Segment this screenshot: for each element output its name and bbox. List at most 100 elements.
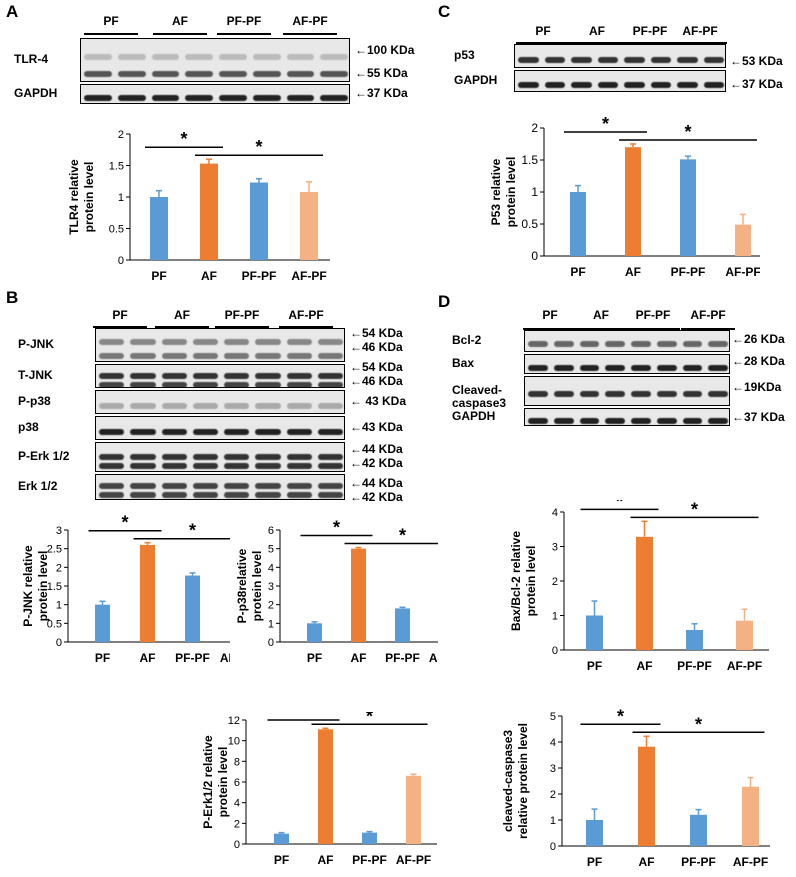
molecular-weight-marker: ←26 KDa <box>732 332 785 346</box>
y-axis-label: protein level <box>504 157 518 228</box>
y-tick-label: 5 <box>550 711 556 723</box>
bar-pf <box>307 623 322 642</box>
group-underline <box>623 42 677 44</box>
protein-band <box>224 454 250 460</box>
group-underline <box>626 328 680 330</box>
protein-band <box>597 57 618 63</box>
bar-pf-pf <box>680 159 696 256</box>
protein-band <box>708 341 728 347</box>
bar-pf-pf <box>362 832 377 844</box>
y-tick-label: 0 <box>552 645 558 657</box>
protein-band <box>255 483 281 489</box>
significance-star: * <box>684 122 691 142</box>
blot-strip <box>95 442 345 472</box>
group-underline <box>215 326 269 328</box>
molecular-weight-marker: ←54 KDa <box>350 360 403 374</box>
group-underline <box>155 326 209 328</box>
molecular-weight-marker: ←37 KDa <box>732 410 785 424</box>
y-tick-label: 0 <box>550 841 556 853</box>
bar-pf <box>150 197 168 260</box>
protein-band <box>317 339 343 345</box>
significance-star: * <box>691 500 698 519</box>
panel-letter-d: D <box>438 292 451 311</box>
y-tick-label: 12 <box>228 715 240 727</box>
protein-band <box>99 454 125 460</box>
protein-band <box>286 403 312 409</box>
y-axis-label: relative protein level <box>516 723 530 839</box>
protein-band <box>708 365 728 371</box>
tlr4-bar-chart: 0 0.5 1 1.5 2 TLR4 relative protein level PF AF P… <box>40 112 334 288</box>
x-tick-label: PF-PF <box>671 265 706 279</box>
protein-band <box>317 403 343 409</box>
bar-af <box>351 548 366 642</box>
x-tick-label: AF <box>351 651 367 665</box>
protein-band <box>708 418 728 424</box>
bar-pf <box>570 192 586 256</box>
x-tick-label: AF <box>318 853 334 867</box>
bar-af-pf <box>742 786 759 846</box>
protein-band <box>252 71 281 77</box>
y-tick-label: 0.5 <box>521 217 538 231</box>
western-blot-c: PF AF PF-PF AF-PF p53 ←53 KDa GAPDH ←37 KDa <box>440 0 790 100</box>
protein-band <box>528 391 548 397</box>
blot-row-label: T-JNK <box>18 368 53 382</box>
protein-band <box>192 454 218 460</box>
y-tick-label: 2 <box>531 121 538 135</box>
bar-pf-pf <box>185 575 200 642</box>
blot-row-label: P-p38 <box>18 394 51 408</box>
group-underline <box>574 328 628 330</box>
protein-band <box>99 483 125 489</box>
significance-star: * <box>333 518 340 538</box>
significance-star: * <box>399 526 406 546</box>
blot-strip <box>524 408 730 426</box>
blot-strip <box>95 364 345 388</box>
protein-band <box>317 463 343 469</box>
protein-band <box>192 483 218 489</box>
blot-strip <box>95 390 345 414</box>
significance-star: * <box>180 129 187 149</box>
group-underline <box>516 42 570 44</box>
protein-band <box>192 403 218 409</box>
molecular-weight-marker: ←43 KDa <box>350 420 403 434</box>
y-tick-label: 1 <box>118 192 124 204</box>
y-axis-label: protein level <box>216 747 230 818</box>
bar-af <box>625 147 641 256</box>
protein-band <box>255 373 281 379</box>
protein-band <box>631 418 651 424</box>
protein-band <box>682 341 703 347</box>
y-tick-label: 0 <box>234 839 240 851</box>
molecular-weight-marker: ←53 KDa <box>730 54 783 68</box>
blot-row-label: p53 <box>454 48 475 62</box>
bar-af <box>140 544 155 642</box>
protein-band <box>317 483 343 489</box>
protein-band <box>650 82 671 88</box>
y-axis-label: protein level <box>36 551 50 622</box>
protein-band <box>192 463 218 469</box>
group-label: AF-PF <box>690 308 726 322</box>
y-tick-label: 1 <box>552 611 558 623</box>
x-tick-label: PF <box>587 659 602 673</box>
chart-svg: 0 2 4 6 8 10 12 P-Erk1/2 relative protein level P… <box>201 702 437 867</box>
x-tick-label: PF <box>570 265 585 279</box>
x-tick-label: PF-PF <box>681 855 716 869</box>
protein-band <box>130 339 156 345</box>
x-tick-label: PF <box>151 269 166 283</box>
protein-band <box>528 418 548 424</box>
protein-band <box>317 429 343 435</box>
bar-af-pf <box>406 775 421 844</box>
significance-star: * <box>300 712 307 722</box>
blot-strip <box>524 354 730 374</box>
bar-pf-pf <box>250 182 268 260</box>
caspase3-bar-chart: 0 1 2 3 4 5 cleaved-caspase3 relative protein l… <box>490 704 775 872</box>
western-blot-a: PF AF PF-PF AF-PF TLR-4 ←100 KDa ←55 KDa GAPDH ←… <box>0 0 430 110</box>
y-tick-label: 1 <box>56 600 62 612</box>
bar-af <box>318 729 333 844</box>
protein-band <box>286 353 312 359</box>
group-label: PF <box>112 308 128 322</box>
molecular-weight-marker: ←44 KDa <box>350 442 403 456</box>
y-tick-label: 6 <box>268 525 274 537</box>
blot-row-label: P-Erk 1/2 <box>18 449 70 463</box>
protein-band <box>286 95 315 101</box>
protein-band <box>151 54 180 60</box>
protein-band <box>286 382 312 387</box>
